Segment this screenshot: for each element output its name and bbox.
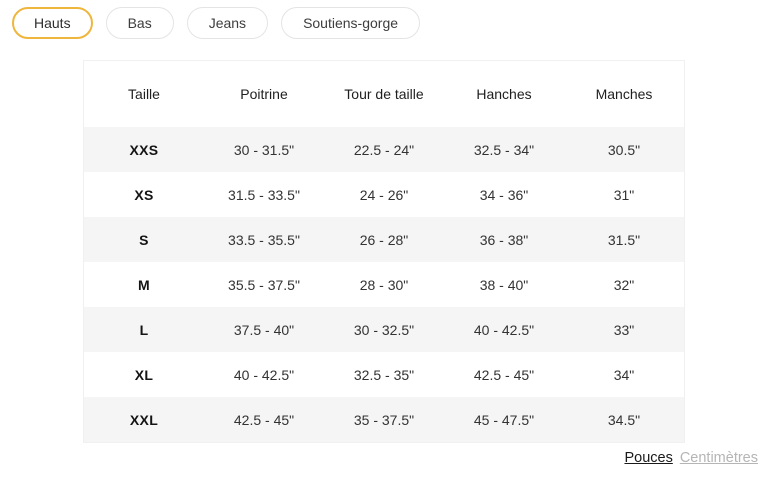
cell-manches: 34.5"	[607, 411, 641, 428]
size-table: Taille Poitrine Tour de taille Hanches M…	[83, 60, 685, 443]
cell-hanches: 42.5 - 45"	[473, 366, 535, 383]
cell-poitrine: 40 - 42.5"	[233, 366, 295, 383]
column-header-poitrine: Poitrine	[240, 86, 288, 102]
size-label: XL	[134, 366, 154, 383]
size-label: L	[139, 321, 149, 338]
cell-poitrine: 37.5 - 40"	[233, 321, 295, 338]
cell-poitrine: 31.5 - 33.5"	[228, 186, 300, 203]
size-label: XS	[134, 186, 154, 203]
cell-hanches: 45 - 47.5"	[473, 411, 535, 428]
cell-tour-de-taille: 30 - 32.5"	[353, 321, 415, 338]
cell-tour-de-taille: 26 - 28"	[359, 231, 409, 248]
cell-manches: 30.5"	[607, 141, 641, 158]
table-row: S 33.5 - 35.5" 26 - 28" 36 - 38" 31.5"	[84, 217, 684, 262]
tab-hauts[interactable]: Hauts	[12, 7, 93, 39]
table-row: XL 40 - 42.5" 32.5 - 35" 42.5 - 45" 34"	[84, 352, 684, 397]
size-label: XXL	[129, 411, 159, 428]
cell-hanches: 36 - 38"	[479, 231, 529, 248]
cell-poitrine: 35.5 - 37.5"	[228, 276, 300, 293]
cell-hanches: 40 - 42.5"	[473, 321, 535, 338]
table-row: L 37.5 - 40" 30 - 32.5" 40 - 42.5" 33"	[84, 307, 684, 352]
cell-manches: 32"	[613, 276, 635, 293]
tab-soutiens-gorge[interactable]: Soutiens-gorge	[281, 7, 421, 39]
cell-manches: 34"	[613, 366, 635, 383]
table-row: XXS 30 - 31.5" 22.5 - 24" 32.5 - 34" 30.…	[84, 127, 684, 172]
cell-tour-de-taille: 24 - 26"	[359, 186, 409, 203]
cell-tour-de-taille: 22.5 - 24"	[353, 141, 415, 158]
cell-hanches: 32.5 - 34"	[473, 141, 535, 158]
cell-manches: 31"	[613, 186, 635, 203]
size-label: M	[138, 276, 150, 293]
cell-tour-de-taille: 32.5 - 35"	[353, 366, 415, 383]
tab-bas[interactable]: Bas	[105, 7, 174, 39]
cell-poitrine: 33.5 - 35.5"	[228, 231, 300, 248]
cell-hanches: 38 - 40"	[479, 276, 529, 293]
cell-tour-de-taille: 35 - 37.5"	[353, 411, 415, 428]
cell-poitrine: 30 - 31.5"	[233, 141, 295, 158]
tab-jeans[interactable]: Jeans	[186, 7, 269, 39]
cell-tour-de-taille: 28 - 30"	[359, 276, 409, 293]
unit-toggle-centimetres[interactable]: Centimètres	[679, 450, 758, 466]
column-header-taille: Taille	[128, 86, 160, 102]
size-label: S	[139, 231, 149, 248]
cell-poitrine: 42.5 - 45"	[233, 411, 295, 428]
table-row: M 35.5 - 37.5" 28 - 30" 38 - 40" 32"	[84, 262, 684, 307]
column-header-tour-de-taille: Tour de taille	[344, 86, 424, 102]
size-label: XXS	[129, 141, 159, 158]
cell-manches: 31.5"	[607, 231, 641, 248]
column-header-manches: Manches	[595, 86, 653, 102]
table-header-row: Taille Poitrine Tour de taille Hanches M…	[84, 61, 684, 127]
category-tabs: Hauts Bas Jeans Soutiens-gorge	[12, 7, 421, 39]
unit-toggle: Pouces Centimètres	[624, 450, 758, 466]
unit-toggle-pouces[interactable]: Pouces	[624, 450, 673, 466]
table-row: XS 31.5 - 33.5" 24 - 26" 34 - 36" 31"	[84, 172, 684, 217]
cell-hanches: 34 - 36"	[479, 186, 529, 203]
table-row: XXL 42.5 - 45" 35 - 37.5" 45 - 47.5" 34.…	[84, 397, 684, 442]
cell-manches: 33"	[613, 321, 635, 338]
column-header-hanches: Hanches	[476, 86, 532, 102]
